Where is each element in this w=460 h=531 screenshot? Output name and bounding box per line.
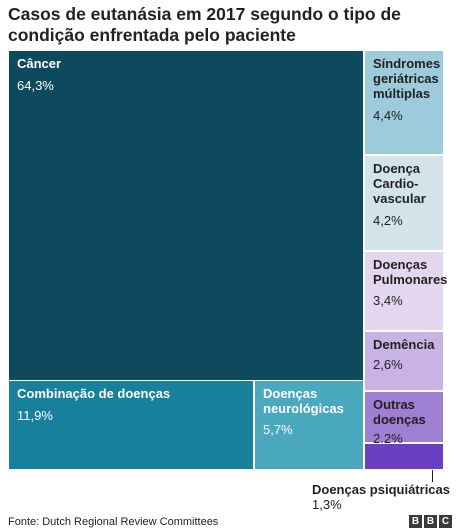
treemap-cell: Doença Cardio-vascular 4,2%	[364, 155, 444, 251]
treemap-cell-value: 4,4%	[373, 108, 403, 123]
bbc-logo-letter: C	[439, 515, 452, 528]
chart-title: Casos de eutanásia em 2017 segundo o tip…	[8, 4, 401, 45]
treemap-cell-value: 64,3%	[17, 78, 54, 93]
treemap-cell-value: 2,6%	[373, 357, 403, 372]
treemap-cell-value: 11,9%	[17, 408, 53, 423]
treemap-cell-label: Doenças neurológicas	[263, 386, 344, 416]
bbc-logo-letter: B	[424, 515, 437, 528]
treemap-cell	[364, 443, 444, 470]
treemap-cell: Demência 2,6%	[364, 331, 444, 391]
leader-line	[432, 470, 433, 482]
treemap-cell-value: 2.2%	[373, 431, 403, 446]
treemap-cell: Doenças neurológicas 5,7%	[254, 380, 364, 470]
treemap-cell-label: Combinação de doenças	[17, 386, 171, 401]
treemap-cell-label: Síndromes geriátricas múltiplas	[373, 56, 441, 101]
treemap-cell-value: 5,7%	[263, 422, 293, 437]
bbc-logo-letter: B	[409, 515, 422, 528]
treemap-cell: Outras doenças 2.2%	[364, 391, 444, 446]
treemap-cell-label: Outras doenças	[373, 397, 426, 427]
treemap-outside-value: 1,3%	[312, 497, 342, 512]
treemap-outside-label: Doenças psiquiátricas	[312, 482, 450, 497]
source-note: Fonte: Dutch Regional Review Committees	[8, 516, 219, 528]
treemap-cell-value: 4,2%	[373, 213, 403, 228]
treemap-cell: Doenças Pulmonares 3,4%	[364, 251, 448, 331]
treemap-cell-label: Doenças Pulmonares	[373, 257, 448, 287]
treemap-cell: Combinação de doenças 11,9%	[8, 380, 254, 470]
bbc-logo: B B C	[409, 515, 452, 528]
treemap-cell-label: Câncer	[17, 56, 62, 71]
treemap-cell-label: Doença Cardio-vascular	[373, 161, 426, 206]
treemap-cell-label: Demência	[373, 337, 435, 352]
treemap-cell-value: 3,4%	[373, 293, 403, 308]
treemap-cell: Síndromes geriátricas múltiplas 4,4%	[364, 50, 444, 155]
